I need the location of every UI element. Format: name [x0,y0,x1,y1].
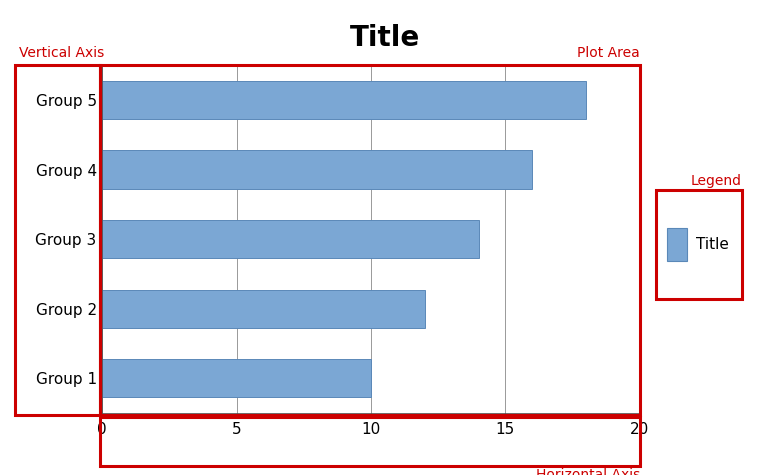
Bar [102,290,424,328]
Text: Legend: Legend [691,174,742,188]
Bar [102,359,371,398]
Text: Title: Title [349,24,420,52]
Text: Vertical Axis: Vertical Axis [19,47,105,60]
Text: Plot Area: Plot Area [577,47,640,60]
Bar [102,81,586,119]
Bar [102,151,532,189]
Bar [102,220,478,258]
Text: Horizontal Axis: Horizontal Axis [535,468,640,475]
Text: Title: Title [696,237,729,252]
